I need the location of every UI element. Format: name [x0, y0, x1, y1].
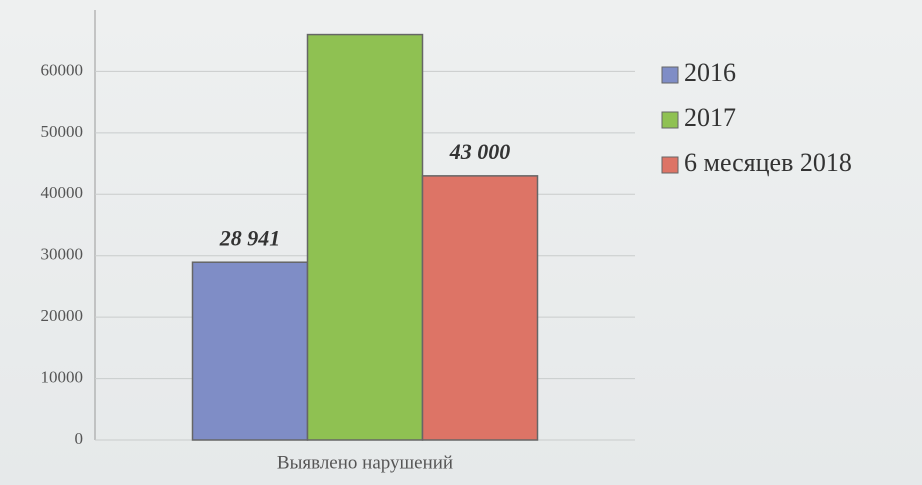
bar	[308, 35, 423, 440]
value-label: 43 000	[449, 139, 511, 164]
legend-label: 6 месяцев 2018	[684, 148, 852, 177]
legend-swatch	[662, 67, 678, 83]
legend-label: 2017	[684, 103, 736, 132]
y-tick-label: 20000	[41, 306, 84, 325]
value-label: 28 941	[219, 225, 281, 250]
y-tick-label: 50000	[41, 122, 84, 141]
y-tick-label: 10000	[41, 367, 84, 386]
chart: 0 10000 20000 30000 40000 50000 60000 Выявлено …	[0, 0, 922, 485]
bar	[193, 262, 308, 440]
y-tick-label: 0	[75, 429, 84, 448]
y-tick-label: 60000	[41, 60, 84, 79]
y-tick-label: 40000	[41, 183, 84, 202]
y-tick-label: 30000	[41, 245, 84, 264]
x-tick-label: Выявлено нарушений	[277, 452, 453, 473]
legend-label: 2016	[684, 58, 736, 87]
bar	[423, 176, 538, 440]
legend-swatch	[662, 157, 678, 173]
legend-swatch	[662, 112, 678, 128]
